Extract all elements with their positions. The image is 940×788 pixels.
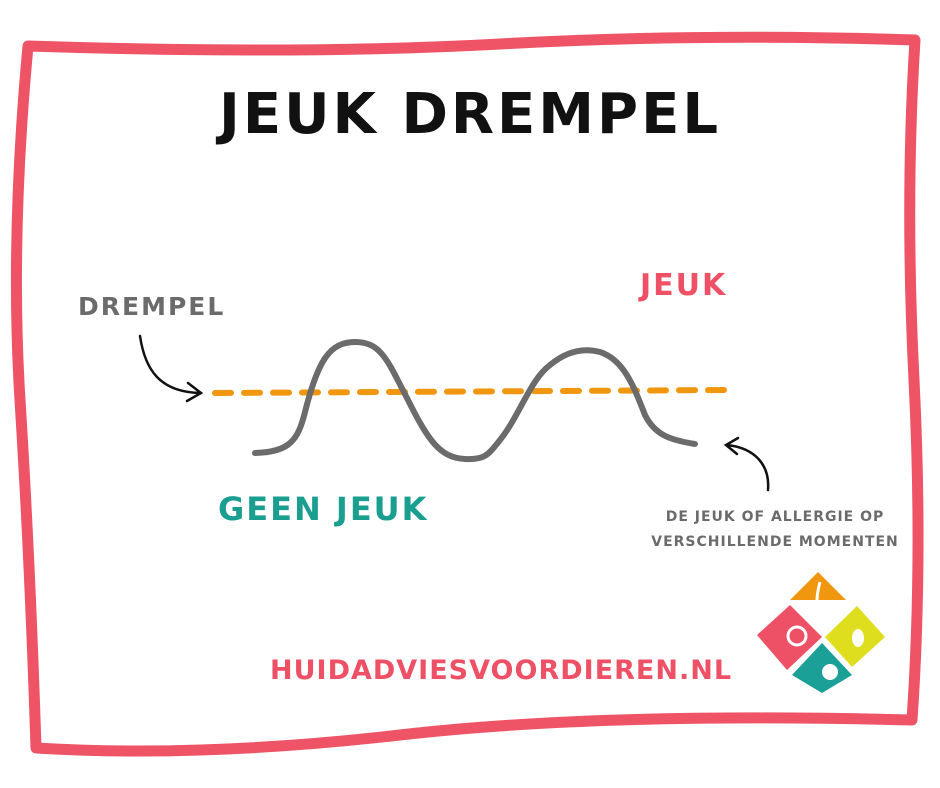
no-itch-label: Geen jeuk xyxy=(218,490,429,528)
threshold-arrow xyxy=(138,334,204,403)
itch-label: Jeuk xyxy=(640,268,728,303)
page-title: Jeuk drempel xyxy=(218,82,722,147)
note-line-2: verschillende momenten xyxy=(651,534,899,550)
note-arrow xyxy=(723,436,770,492)
itch-curve xyxy=(252,338,698,463)
threshold-label: Drempel xyxy=(78,292,226,321)
note-line-1: De jeuk of allergie op xyxy=(665,509,885,525)
curve-note: De jeuk of allergie op verschillende mom… xyxy=(640,505,910,555)
threshold-line xyxy=(212,387,728,396)
website-label: huidadviesvoordieren.nl xyxy=(270,655,733,686)
cat-icon xyxy=(792,643,852,693)
hand-drawn-border xyxy=(10,31,924,757)
logo xyxy=(757,572,885,693)
